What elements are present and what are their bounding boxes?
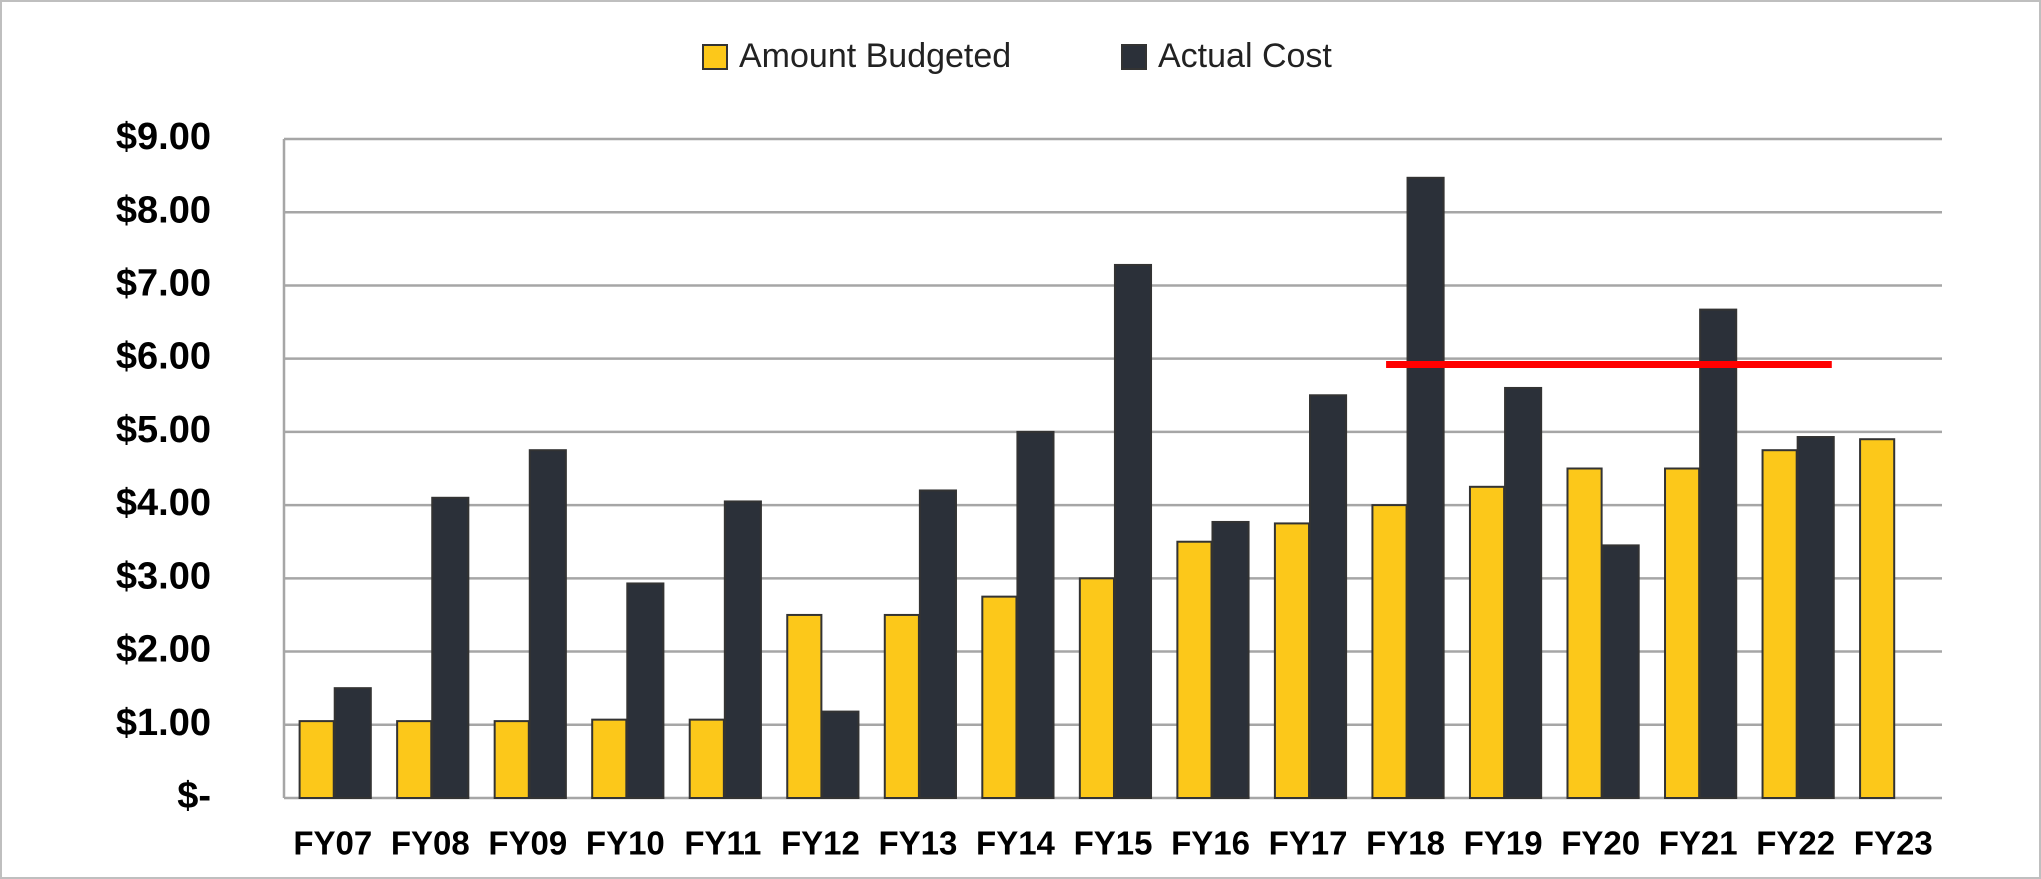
legend-swatch	[702, 44, 728, 70]
x-tick-label: FY09	[488, 825, 567, 862]
bar	[1761, 449, 1798, 799]
x-tick-label: FY15	[1074, 825, 1153, 862]
bar	[981, 595, 1018, 800]
legend-swatch	[1121, 44, 1147, 70]
x-tick-label: FY19	[1464, 825, 1543, 862]
y-tick-label: $8.00	[116, 189, 211, 231]
y-tick-label: $-	[177, 775, 211, 817]
bar	[1309, 394, 1348, 799]
bar	[626, 582, 665, 799]
y-tick-label: $3.00	[116, 555, 211, 597]
bar	[1371, 504, 1408, 799]
bar	[528, 449, 567, 799]
bar	[821, 710, 860, 799]
x-tick-label: FY21	[1659, 825, 1738, 862]
bar	[1273, 522, 1311, 800]
x-tick-label: FY22	[1756, 825, 1835, 862]
x-tick-label: FY17	[1269, 825, 1348, 862]
y-tick-label: $6.00	[116, 336, 211, 378]
bar	[1016, 430, 1055, 799]
x-tick-label: FY13	[879, 825, 958, 862]
x-tick-label: FY18	[1366, 825, 1445, 862]
bar	[786, 613, 823, 800]
x-tick-label: FY11	[684, 825, 761, 862]
y-tick-label: $5.00	[116, 409, 211, 451]
bar	[1211, 520, 1250, 799]
x-tick-label: FY07	[293, 825, 372, 862]
bar	[1176, 540, 1213, 799]
y-tick-label: $7.00	[116, 262, 211, 304]
bar	[1078, 577, 1115, 799]
bar	[918, 489, 957, 799]
bar	[493, 720, 530, 799]
bar	[396, 720, 433, 799]
x-tick-label: FY08	[391, 825, 470, 862]
bar	[591, 718, 628, 799]
x-tick-label: FY14	[976, 825, 1056, 862]
legend-label: Amount Budgeted	[739, 37, 1011, 75]
bar	[1113, 263, 1153, 800]
bar	[1406, 176, 1445, 799]
bar	[1664, 467, 1701, 799]
bar	[333, 687, 372, 800]
bar	[1796, 436, 1835, 799]
x-tick-label: FY23	[1854, 825, 1933, 862]
bar	[1504, 386, 1543, 799]
bar	[298, 720, 335, 799]
y-tick-label: $9.00	[116, 116, 211, 158]
bar	[1566, 467, 1603, 799]
bar	[1699, 308, 1738, 799]
legend-label: Actual Cost	[1158, 37, 1332, 75]
x-tick-label: FY12	[781, 825, 860, 862]
y-tick-label: $4.00	[116, 482, 211, 524]
bar	[1859, 438, 1896, 799]
bar	[431, 496, 470, 799]
bar	[1601, 544, 1640, 800]
bar	[883, 613, 920, 800]
y-tick-label: $2.00	[116, 629, 211, 671]
x-tick-label: FY10	[586, 825, 665, 862]
bar	[1468, 485, 1506, 799]
x-tick-label: FY16	[1171, 825, 1250, 862]
x-tick-label: FY20	[1561, 825, 1640, 862]
bar	[688, 718, 725, 799]
bar	[723, 500, 762, 799]
y-tick-label: $1.00	[116, 702, 211, 744]
